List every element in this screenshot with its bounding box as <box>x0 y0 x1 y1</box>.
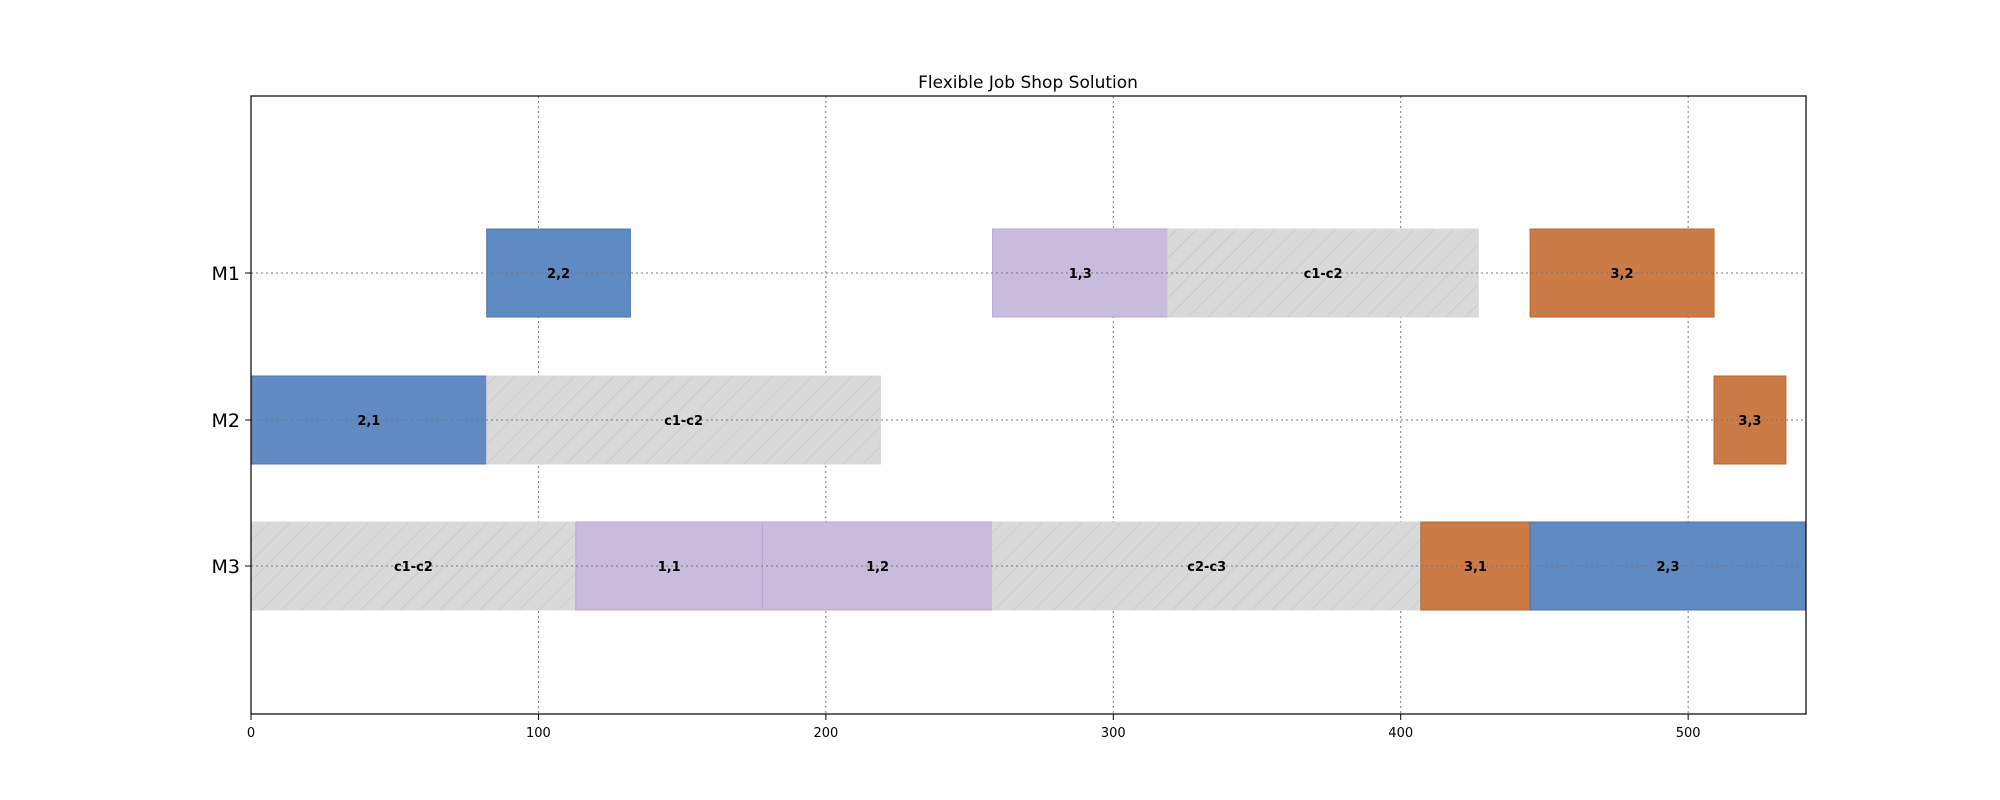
task-label: 2,1 <box>357 414 380 429</box>
task-label: 3,3 <box>1738 414 1761 429</box>
y-tick-label: M3 <box>212 556 240 578</box>
x-tick-label: 100 <box>526 726 551 741</box>
task-label: 1,2 <box>866 560 889 575</box>
task-label: 1,3 <box>1069 267 1092 282</box>
chart-title: Flexible Job Shop Solution <box>918 73 1138 93</box>
task-label: 2,3 <box>1657 560 1680 575</box>
task-label: 3,2 <box>1611 267 1634 282</box>
x-tick-label: 400 <box>1388 726 1413 741</box>
axes-frame <box>250 95 1807 715</box>
x-tick-label: 200 <box>813 726 838 741</box>
x-tick-label: 0 <box>247 726 255 741</box>
task-label: c1-c2 <box>1304 267 1343 282</box>
x-tick-label: 500 <box>1676 726 1701 741</box>
task-bar <box>1713 375 1787 465</box>
y-tick-label: M2 <box>212 410 240 432</box>
task-label: c2-c3 <box>1187 560 1226 575</box>
task-label: 1,1 <box>658 560 681 575</box>
y-tick-label: M1 <box>212 263 240 285</box>
task-label: 2,2 <box>547 267 570 282</box>
x-tick-label: 300 <box>1101 726 1126 741</box>
task-label: c1-c2 <box>394 560 433 575</box>
task-label: c1-c2 <box>664 414 703 429</box>
task-label: 3,1 <box>1464 560 1487 575</box>
plot-area: 2,2 1,3 c1-c2 3,2 2,1 c1-c2 3,3 c1-c2 1,1 1,2 c2-c… <box>212 95 1807 741</box>
